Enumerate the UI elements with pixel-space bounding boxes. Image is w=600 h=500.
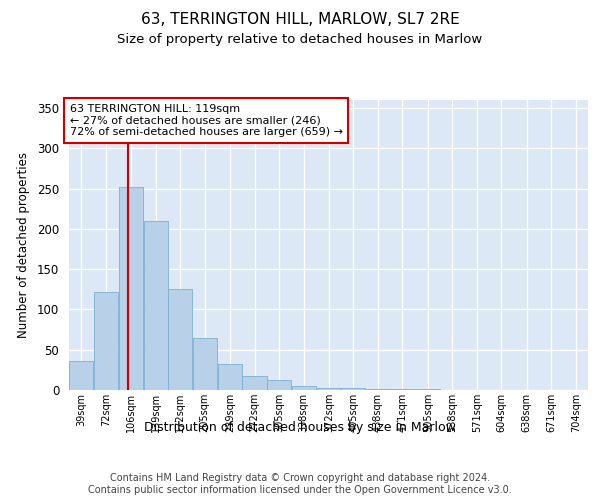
Y-axis label: Number of detached properties: Number of detached properties xyxy=(17,152,30,338)
Bar xyxy=(143,221,167,390)
Bar xyxy=(292,386,316,390)
Bar xyxy=(218,364,242,390)
Text: 63 TERRINGTON HILL: 119sqm
← 27% of detached houses are smaller (246)
72% of sem: 63 TERRINGTON HILL: 119sqm ← 27% of deta… xyxy=(70,104,343,137)
Bar xyxy=(193,338,217,390)
Bar xyxy=(416,389,440,390)
Text: 63, TERRINGTON HILL, MARLOW, SL7 2RE: 63, TERRINGTON HILL, MARLOW, SL7 2RE xyxy=(140,12,460,28)
Bar xyxy=(242,376,266,390)
Bar xyxy=(391,389,415,390)
Bar xyxy=(168,290,192,390)
Bar xyxy=(267,380,291,390)
Bar xyxy=(341,388,365,390)
Bar xyxy=(317,388,341,390)
Text: Contains HM Land Registry data © Crown copyright and database right 2024.
Contai: Contains HM Land Registry data © Crown c… xyxy=(88,474,512,495)
Bar xyxy=(69,361,93,390)
Bar xyxy=(119,187,143,390)
Text: Size of property relative to detached houses in Marlow: Size of property relative to detached ho… xyxy=(118,32,482,46)
Bar xyxy=(94,292,118,390)
Bar xyxy=(366,389,390,390)
Text: Distribution of detached houses by size in Marlow: Distribution of detached houses by size … xyxy=(144,421,456,434)
